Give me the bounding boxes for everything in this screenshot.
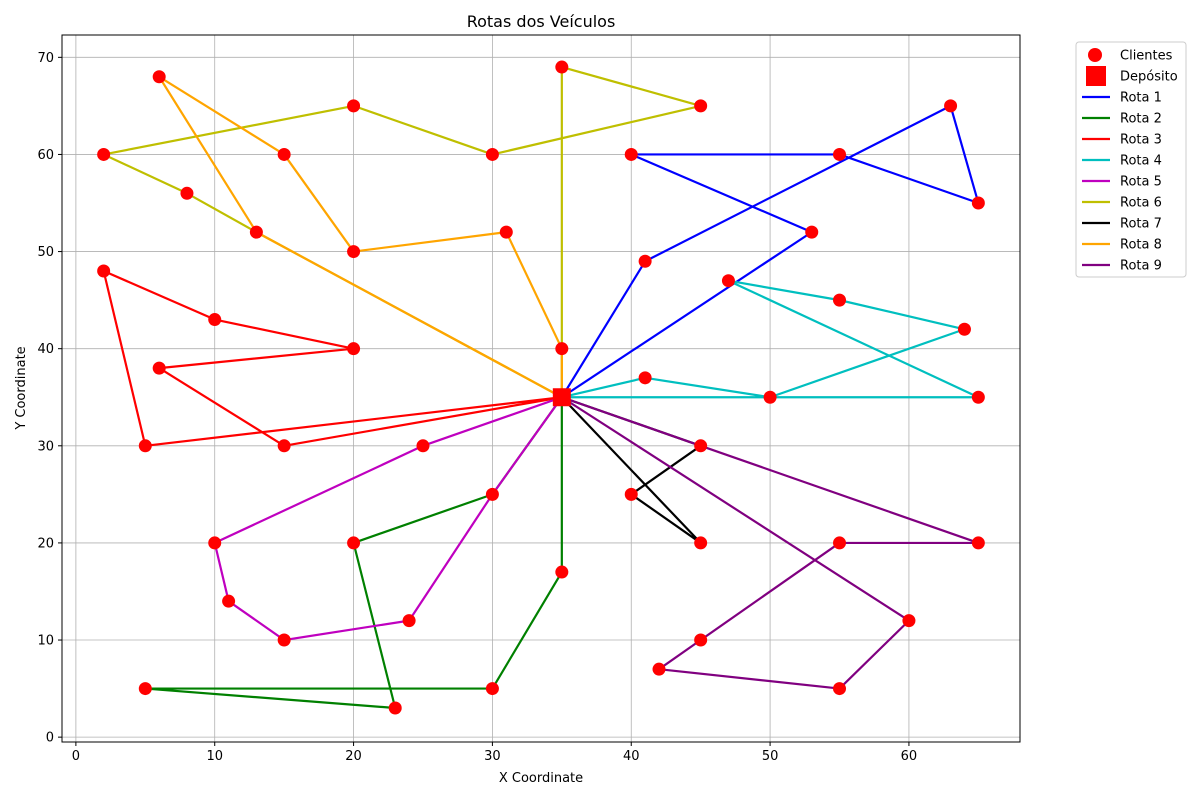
route-line-1: [560, 104, 980, 399]
legend-route-label: Rota 7: [1120, 217, 1162, 232]
x-tick-label: 30: [484, 749, 501, 764]
customer-point: [347, 536, 361, 550]
customer-point: [152, 70, 166, 84]
legend-customer-label: Clientes: [1120, 49, 1173, 64]
customer-point: [208, 313, 222, 327]
customer-point: [971, 536, 985, 550]
customer-point: [721, 274, 735, 288]
legend-route-label: Rota 6: [1120, 196, 1162, 211]
customer-point: [499, 225, 513, 239]
x-tick-label: 50: [762, 749, 779, 764]
legend-box: [1075, 41, 1187, 278]
customer-point: [416, 439, 430, 453]
customer-point: [180, 186, 194, 200]
y-tick-label: 0: [46, 731, 54, 746]
legend: Clientes Depósito Rota 1 Rota 2 Rota 3 Rota 4…: [1075, 41, 1187, 278]
legend-depot-label: Depósito: [1120, 70, 1178, 85]
x-tick-label: 20: [345, 749, 362, 764]
route-line-5: [213, 396, 563, 642]
customer-point: [694, 439, 708, 453]
grid: [62, 35, 1020, 742]
legend-depot-marker: [1086, 66, 1106, 86]
x-tick-label: 0: [72, 749, 80, 764]
route-line-4: [561, 279, 980, 399]
customer-point: [624, 487, 638, 501]
customer-point: [624, 147, 638, 161]
axis-ticks: 0 10 20 30 40 50 60 0 10 20 30 40 50 60 70: [37, 51, 917, 764]
customer-point: [833, 536, 847, 550]
customer-point: [652, 662, 666, 676]
customer-point: [971, 390, 985, 404]
customer-point: [347, 245, 361, 259]
route-line-2: [144, 396, 563, 710]
customer-point: [249, 225, 263, 239]
customer-point: [694, 536, 708, 550]
route-lines: [102, 65, 980, 710]
customer-point: [902, 614, 916, 628]
customer-point: [694, 633, 708, 647]
x-tick-label: 10: [206, 749, 223, 764]
y-tick-label: 40: [37, 342, 54, 357]
y-tick-label: 20: [37, 536, 54, 551]
customer-point: [944, 99, 958, 113]
customer-points: [97, 60, 985, 715]
legend-route-label: Rota 1: [1120, 91, 1162, 106]
y-tick-label: 30: [37, 439, 54, 454]
customer-point: [138, 439, 152, 453]
customer-point: [833, 147, 847, 161]
customer-point: [638, 254, 652, 268]
customer-point: [833, 293, 847, 307]
route-line-3: [102, 269, 563, 447]
legend-route-label: Rota 9: [1120, 259, 1162, 274]
legend-route-label: Rota 5: [1120, 175, 1162, 190]
customer-point: [555, 565, 569, 579]
depot-marker-group: [552, 388, 571, 407]
customer-point: [638, 371, 652, 385]
route-line-6: [102, 65, 702, 399]
customer-point: [805, 225, 819, 239]
customer-point: [402, 614, 416, 628]
x-axis-label: X Coordinate: [499, 771, 583, 786]
plot-frame: [61, 34, 1021, 743]
y-tick-label: 50: [37, 245, 54, 260]
customer-point: [97, 147, 111, 161]
y-axis-label: Y Coordinate: [14, 346, 29, 430]
customer-point: [277, 147, 291, 161]
customer-point: [277, 439, 291, 453]
customer-point: [222, 594, 236, 608]
customer-point: [138, 682, 152, 696]
y-tick-label: 10: [37, 634, 54, 649]
legend-route-label: Rota 8: [1120, 238, 1162, 253]
chart-title: Rotas dos Veículos: [467, 12, 616, 31]
y-tick-label: 70: [37, 51, 54, 66]
customer-point: [833, 682, 847, 696]
customer-point: [485, 682, 499, 696]
legend-route-label: Rota 3: [1120, 133, 1162, 148]
depot-marker: [552, 388, 571, 407]
customer-point: [152, 361, 166, 375]
customer-point: [208, 536, 222, 550]
legend-customer-marker: [1088, 48, 1102, 62]
customer-point: [347, 342, 361, 356]
customer-point: [555, 342, 569, 356]
customer-point: [957, 322, 971, 336]
customer-point: [277, 633, 291, 647]
customer-point: [388, 701, 402, 715]
x-tick-label: 60: [901, 749, 918, 764]
customer-point: [694, 99, 708, 113]
legend-route-label: Rota 2: [1120, 112, 1162, 127]
customer-point: [555, 60, 569, 74]
customer-point: [485, 147, 499, 161]
customer-point: [97, 264, 111, 278]
customer-point: [485, 487, 499, 501]
customer-point: [347, 99, 361, 113]
customer-point: [971, 196, 985, 210]
y-tick-label: 60: [37, 148, 54, 163]
customer-point: [763, 390, 777, 404]
route-line-8: [158, 75, 563, 399]
legend-route-label: Rota 4: [1120, 154, 1162, 169]
x-tick-label: 40: [623, 749, 640, 764]
